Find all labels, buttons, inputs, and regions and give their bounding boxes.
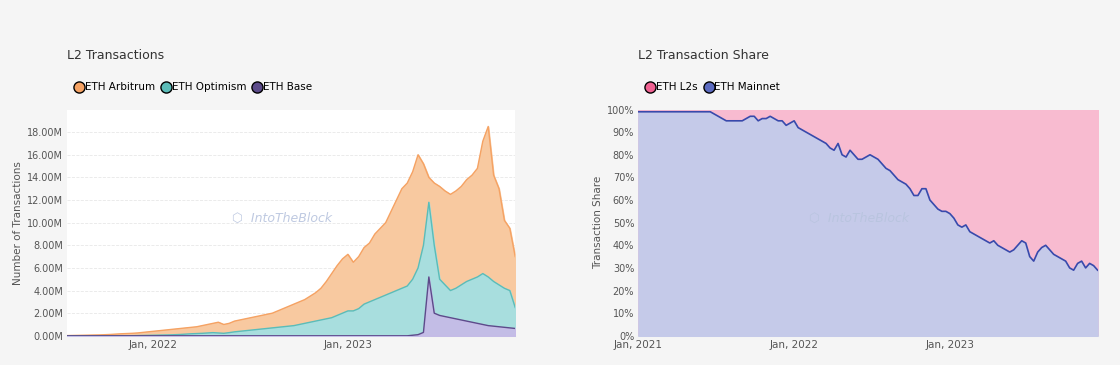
Text: L2 Transaction Share: L2 Transaction Share — [638, 49, 769, 62]
Text: ⬡  IntoTheBlock: ⬡ IntoTheBlock — [232, 212, 333, 224]
Y-axis label: Number of Transactions: Number of Transactions — [12, 161, 22, 285]
Text: L2 Transactions: L2 Transactions — [67, 49, 165, 62]
Text: ⬡  IntoTheBlock: ⬡ IntoTheBlock — [809, 212, 908, 224]
Y-axis label: Transaction Share: Transaction Share — [592, 176, 603, 269]
Legend: ETH Arbitrum, ETH Optimism, ETH Base: ETH Arbitrum, ETH Optimism, ETH Base — [73, 78, 316, 96]
Legend: ETH L2s, ETH Mainnet: ETH L2s, ETH Mainnet — [644, 78, 784, 96]
